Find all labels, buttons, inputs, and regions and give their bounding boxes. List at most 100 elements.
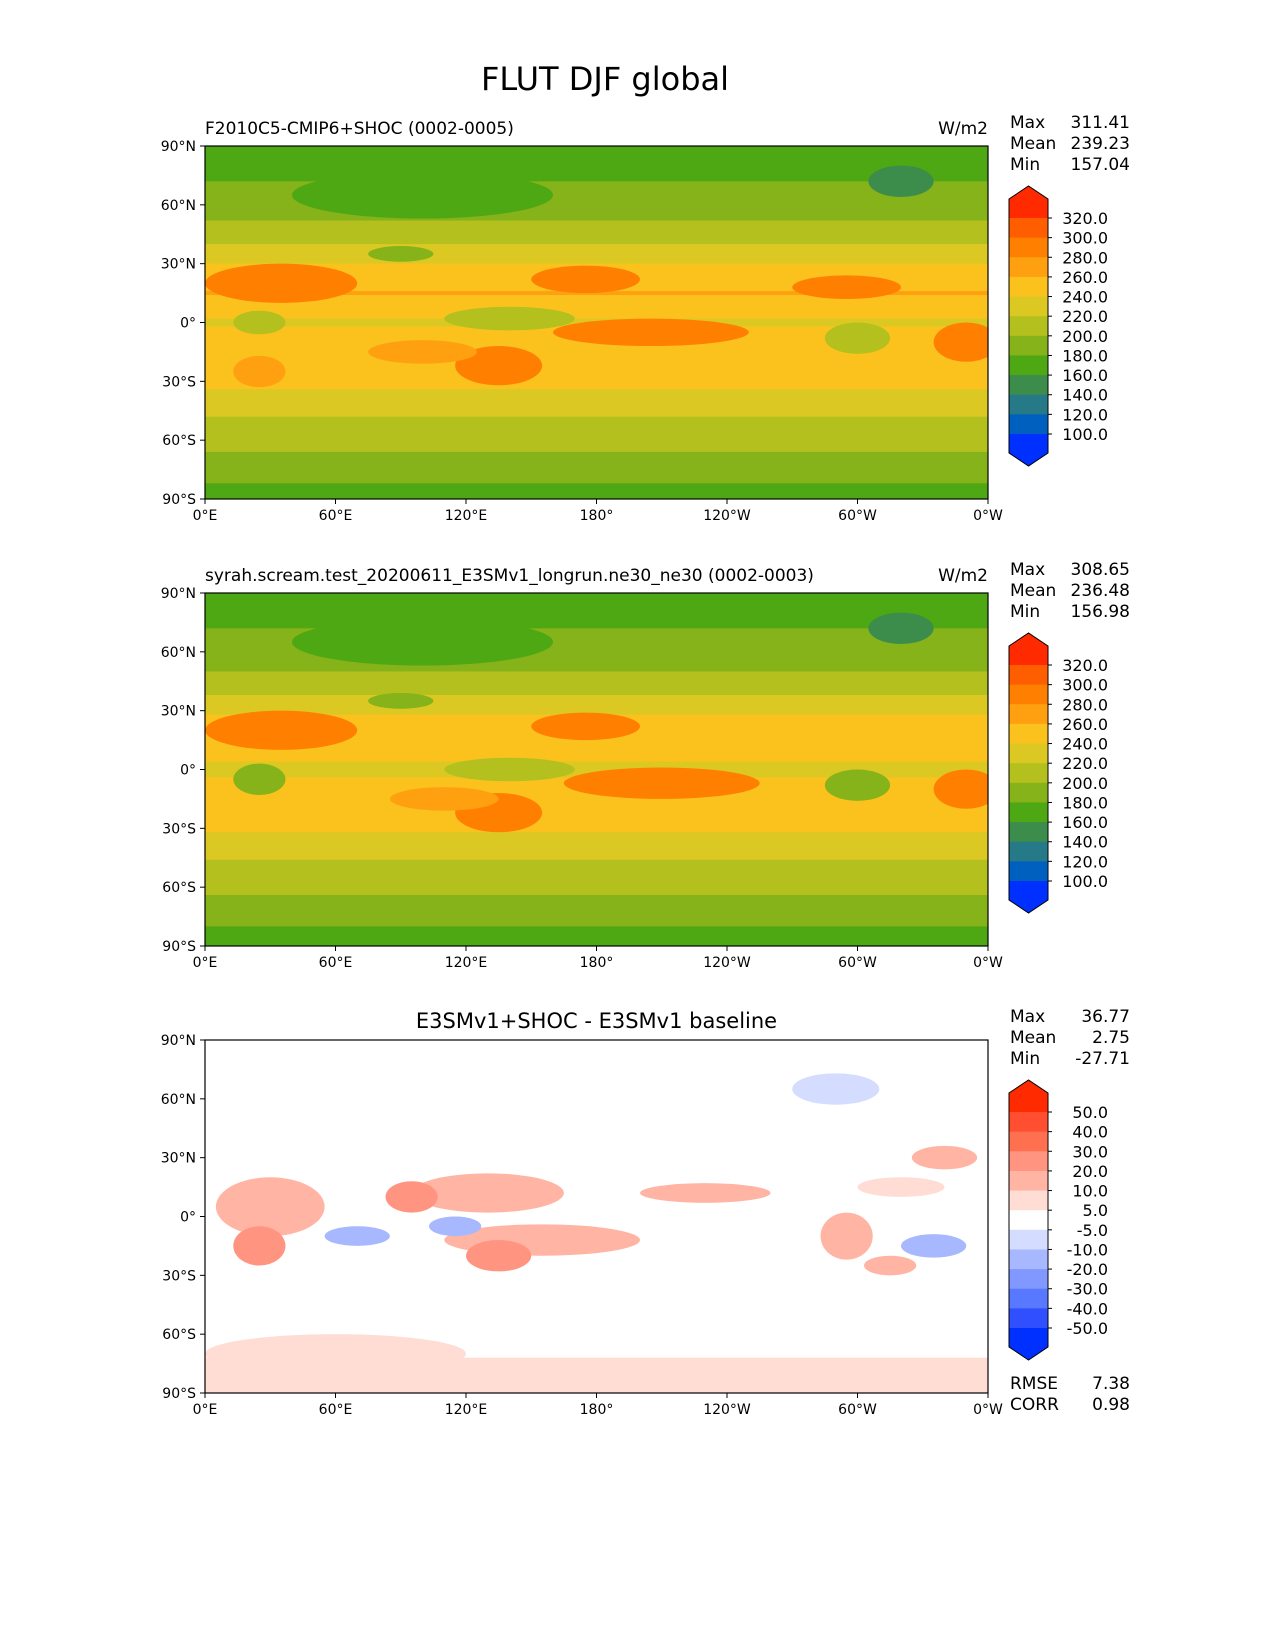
colorbar: 320.0300.0280.0260.0240.0220.0200.0180.0… <box>1008 632 1108 914</box>
field-feature <box>563 767 760 799</box>
field-feature <box>385 1181 438 1213</box>
colorbar-bin <box>1009 782 1048 803</box>
field-feature <box>368 340 477 364</box>
field-band <box>205 1302 988 1308</box>
stat-value-mean: 236.48 <box>1071 581 1130 601</box>
stat-value-max: 36.77 <box>1081 1007 1130 1027</box>
lat-tick-label: 30°N <box>161 704 196 720</box>
field-band <box>205 397 988 402</box>
colorbar-bin <box>1009 1229 1048 1250</box>
lon-tick-label: 120°E <box>445 1402 488 1418</box>
map-field <box>205 593 988 946</box>
colorbar-label: 140.0 <box>1062 833 1108 852</box>
field-band <box>205 1079 988 1084</box>
lon-tick-label: 60°W <box>838 955 877 971</box>
field-band <box>205 1208 988 1214</box>
map-panel: 0°E 60°E 120°E 180° 120°W 60°W 0°W 90°N 60°N 30°N… <box>161 1007 1130 1418</box>
field-feature <box>233 1226 286 1266</box>
field-feature <box>455 346 543 386</box>
field-band <box>205 871 988 876</box>
lat-tick-label: 30°S <box>162 374 196 390</box>
colorbar-label: 160.0 <box>1062 366 1108 385</box>
colorbar-bin <box>1009 1170 1048 1192</box>
field-band <box>205 369 988 375</box>
stat-label-mean: Mean <box>1010 581 1056 601</box>
field-band <box>205 855 988 861</box>
field-band <box>205 608 988 614</box>
field-band <box>205 906 988 912</box>
colorbar-label: 220.0 <box>1062 754 1108 773</box>
stat-value-max: 311.41 <box>1071 113 1130 133</box>
colorbar-label: 280.0 <box>1062 695 1108 714</box>
colorbar-bin <box>1009 414 1048 435</box>
colorbar-extend-max <box>1009 186 1048 218</box>
field-band <box>205 640 988 645</box>
stat-value-min: 156.98 <box>1071 602 1130 622</box>
field-band <box>205 342 988 347</box>
colorbar-label: 240.0 <box>1062 288 1108 307</box>
field-band <box>205 483 988 488</box>
field-feature <box>868 165 934 197</box>
lon-tick-label: 60°W <box>838 508 877 524</box>
field-band <box>205 942 988 946</box>
field-band <box>205 467 988 473</box>
field-band <box>205 424 988 429</box>
field-band <box>205 1161 988 1167</box>
colorbar: 320.0300.0280.0260.0240.0220.0200.0180.0… <box>1008 185 1108 467</box>
field-band <box>205 667 988 673</box>
field-band <box>205 177 988 182</box>
field-band <box>205 1094 988 1100</box>
colorbar-label: 40.0 <box>1072 1123 1108 1142</box>
colorbar-bin <box>1009 665 1048 686</box>
field-feature <box>444 306 575 331</box>
field-band <box>205 1330 988 1335</box>
field-feature <box>824 769 891 801</box>
lat-tick-label: 0° <box>180 763 196 779</box>
lon-tick-label: 180° <box>580 955 614 971</box>
colorbar-label: 100.0 <box>1062 872 1108 891</box>
lat-tick-label: 60°N <box>161 1092 196 1108</box>
field-band <box>205 318 988 324</box>
field-band <box>205 244 988 249</box>
colorbar-bin <box>1009 743 1048 764</box>
field-band <box>205 698 988 704</box>
field-band <box>205 295 988 300</box>
field-band <box>205 671 988 676</box>
field-band <box>205 694 988 700</box>
field-band <box>205 765 988 771</box>
field-band <box>205 879 988 884</box>
field-band <box>205 1126 988 1131</box>
field-feature <box>444 757 575 782</box>
colorbar-label: 30.0 <box>1072 1142 1108 1161</box>
field-feature <box>292 171 553 219</box>
lon-tick-label: 0°E <box>193 955 218 971</box>
lon-tick-label: 60°E <box>319 1402 353 1418</box>
map-field <box>205 146 988 499</box>
field-band <box>205 898 988 904</box>
field-feature <box>324 1226 390 1246</box>
field-band <box>205 161 988 167</box>
field-band <box>205 612 988 618</box>
field-band <box>205 455 988 461</box>
field-band <box>205 600 988 606</box>
lon-tick-label: 120°E <box>445 508 488 524</box>
lon-tick-label: 120°W <box>703 955 751 971</box>
colorbar-label: 180.0 <box>1062 346 1108 365</box>
colorbar-label: 280.0 <box>1062 248 1108 267</box>
field-band <box>205 1310 988 1316</box>
colorbar: 50.040.030.020.010.05.0-5.0-10.0-20.0-30… <box>1008 1079 1108 1361</box>
colorbar-bin <box>1009 316 1048 337</box>
stat-value-min: 157.04 <box>1071 155 1130 175</box>
colorbar-bin <box>1009 723 1048 745</box>
field-band <box>205 875 988 880</box>
colorbar-bin <box>1009 1151 1048 1172</box>
field-band <box>205 1047 988 1053</box>
field-band <box>205 1130 988 1135</box>
field-band <box>205 616 988 622</box>
field-band <box>205 236 988 241</box>
field-band <box>205 169 988 175</box>
field-band <box>205 1283 988 1288</box>
field-band <box>205 173 988 178</box>
lon-tick-label: 60°E <box>319 508 353 524</box>
field-band <box>205 1259 988 1265</box>
